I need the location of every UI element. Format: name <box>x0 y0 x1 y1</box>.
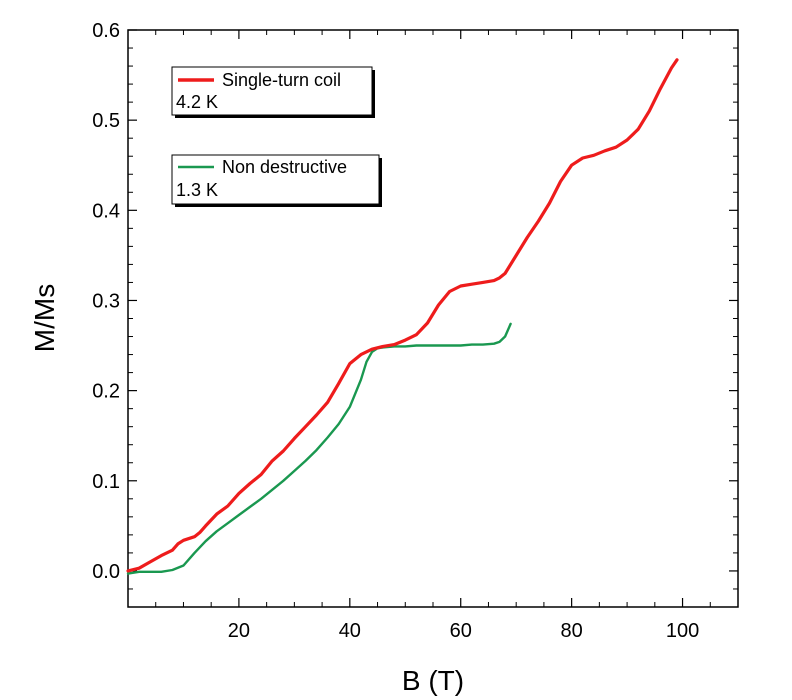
x-axis-title: B (T) <box>402 665 464 696</box>
legend-box-single-turn: Single-turn coil 4.2 K <box>171 66 375 118</box>
series-line-non-destructive <box>126 322 512 575</box>
legend-box-non-destructive: Non destructive 1.3 K <box>171 154 382 207</box>
x-tick-label: 60 <box>450 620 472 642</box>
y-tick-label: 0.2 <box>92 381 120 403</box>
tick-labels: 20 40 60 80 100 0.0 0.1 0.2 0.3 0.4 0.5 0.6 <box>92 20 699 642</box>
y-tick-label: 0.0 <box>92 561 120 583</box>
legend-label-non-destructive: Non destructive <box>222 157 347 177</box>
y-tick-label: 0.5 <box>92 110 120 132</box>
y-axis-title: M/Ms <box>29 284 60 352</box>
legend-temp-non-destructive: 1.3 K <box>176 180 218 200</box>
legend-label-single-turn: Single-turn coil <box>222 70 341 90</box>
y-tick-label: 0.1 <box>92 471 120 493</box>
y-tick-label: 0.3 <box>92 290 120 312</box>
y-tick-label: 0.6 <box>92 20 120 42</box>
x-tick-label: 20 <box>228 620 250 642</box>
axis-ticks <box>128 29 738 607</box>
x-tick-label: 40 <box>339 620 361 642</box>
x-tick-label: 100 <box>666 620 699 642</box>
x-tick-label: 80 <box>561 620 583 642</box>
y-tick-label: 0.4 <box>92 200 120 222</box>
legend-frame <box>171 154 380 205</box>
legend-temp-single-turn: 4.2 K <box>176 92 218 112</box>
series-lines <box>126 58 679 575</box>
series-line-single-turn-coil <box>126 58 679 573</box>
legend-frame <box>171 66 373 116</box>
